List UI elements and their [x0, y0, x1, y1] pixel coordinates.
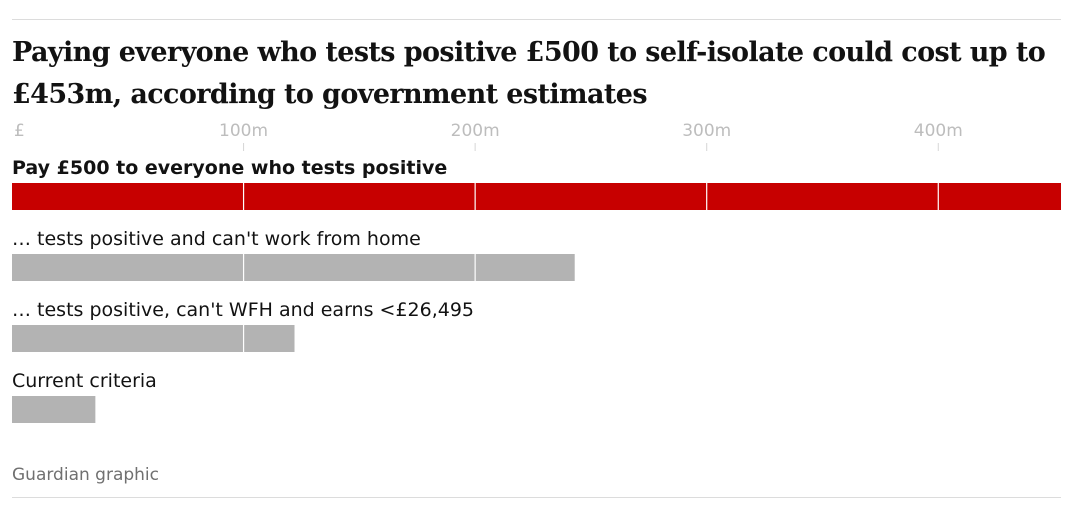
- top-rule: [12, 19, 1061, 20]
- category-label-3: Current criteria: [12, 370, 157, 392]
- bar-0: [12, 183, 1061, 210]
- category-label-1: … tests positive and can't work from hom…: [12, 228, 421, 250]
- tick-label-3: 300m: [682, 121, 731, 141]
- bar-2: [12, 325, 295, 352]
- bottom-rule: [12, 497, 1061, 498]
- tick-label-1: 100m: [219, 121, 268, 141]
- tick-label-0: £: [14, 121, 25, 141]
- tick-label-4: 400m: [914, 121, 963, 141]
- chart-title: Paying everyone who tests positive £500 …: [12, 37, 1046, 110]
- bar-1: [12, 254, 575, 281]
- tick-label-2: 200m: [451, 121, 500, 141]
- source-credit: Guardian graphic: [12, 465, 159, 485]
- category-label-0: Pay £500 to everyone who tests positive: [12, 157, 447, 179]
- bar-chart: £100m 200m 300m 400m Pay £500 to everyone wh…: [12, 121, 1061, 423]
- bar-3: [12, 396, 96, 423]
- category-label-2: … tests positive, can't WFH and earns <£…: [12, 299, 474, 321]
